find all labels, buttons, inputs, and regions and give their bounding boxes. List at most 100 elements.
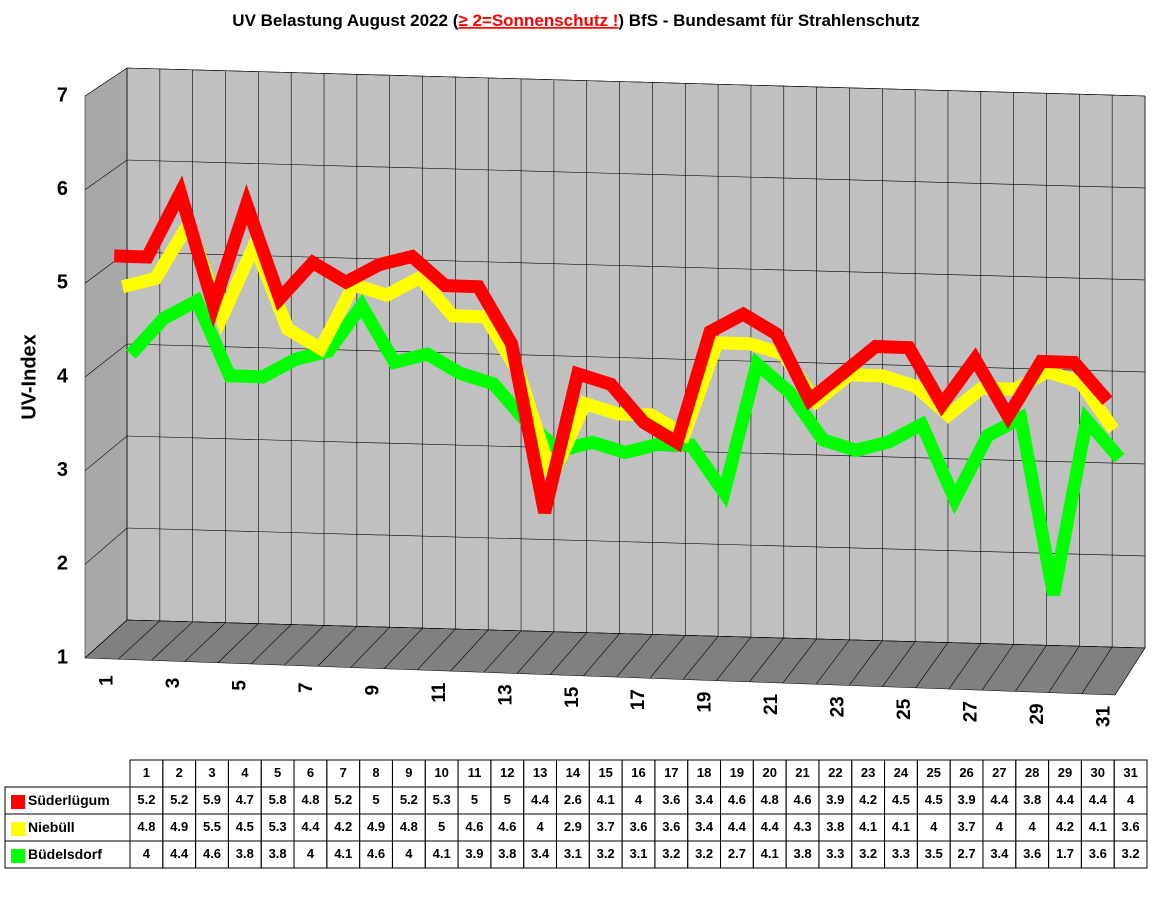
table-value: 3.6 — [1023, 846, 1041, 861]
table-header: 29 — [1058, 765, 1072, 780]
legend-label: Büdelsdorf — [28, 846, 102, 862]
table-value: 3.9 — [465, 846, 483, 861]
x-tick-label: 5 — [230, 680, 251, 691]
table-value: 4.1 — [761, 846, 779, 861]
x-tick-label: 29 — [1027, 703, 1048, 724]
table-value: 3.2 — [695, 846, 713, 861]
table-value: 4.4 — [301, 819, 320, 834]
table-value: 3.8 — [1023, 792, 1041, 807]
x-tick-label: 1 — [97, 675, 118, 686]
y-tick-label: 5 — [57, 272, 68, 294]
x-tick-label: 25 — [894, 698, 915, 720]
table-value: 3.5 — [925, 846, 943, 861]
table-value: 4 — [635, 792, 643, 807]
floor-grid-line — [450, 629, 489, 672]
table-header: 24 — [894, 765, 909, 780]
floor-grid-line — [981, 644, 1014, 691]
table-value: 4.4 — [170, 846, 189, 861]
table-value: 3.1 — [564, 846, 582, 861]
table-value: 3.6 — [1089, 846, 1107, 861]
table-header: 25 — [927, 765, 941, 780]
table-value: 3.1 — [629, 846, 647, 861]
x-tick-label: 3 — [163, 678, 184, 689]
table-value: 4.8 — [761, 792, 779, 807]
table-value: 4 — [143, 846, 151, 861]
table-value: 4.5 — [236, 819, 254, 834]
table-value: 3.7 — [958, 819, 976, 834]
table-value: 4.4 — [531, 792, 550, 807]
table-value: 5.3 — [433, 792, 451, 807]
x-tick-label: 23 — [828, 696, 849, 717]
grid-line — [84, 67, 1146, 97]
table-value: 4.6 — [465, 819, 483, 834]
series-line — [126, 291, 1125, 597]
table-value: 4.1 — [597, 792, 615, 807]
x-tick-label: 11 — [429, 682, 450, 703]
floor-grid-line — [118, 620, 161, 660]
table-value: 4.4 — [728, 819, 747, 834]
floor-grid-line — [1114, 647, 1146, 696]
y-tick-label: 1 — [57, 646, 68, 668]
table-header: 10 — [434, 765, 448, 780]
table-value: 3.3 — [826, 846, 844, 861]
y-tick-label: 2 — [57, 553, 68, 575]
floor-grid-line — [948, 643, 982, 690]
x-tick-label: 15 — [562, 686, 583, 708]
table-value: 4.1 — [334, 846, 352, 861]
side-wall — [84, 67, 128, 659]
table-value: 4.6 — [728, 792, 746, 807]
table-value: 4.2 — [334, 819, 352, 834]
floor-grid-line — [549, 632, 587, 675]
legend-swatch — [11, 849, 25, 863]
x-tick-label: 9 — [362, 685, 383, 696]
table-value: 5.5 — [203, 819, 221, 834]
x-tick-label: 19 — [695, 692, 716, 713]
floor-grid-line — [815, 639, 850, 685]
table-value: 4.1 — [859, 819, 877, 834]
table-header: 21 — [795, 765, 809, 780]
table-value: 3.8 — [269, 846, 287, 861]
table-header: 27 — [992, 765, 1006, 780]
floor-grid-line — [848, 640, 883, 686]
table-value: 3.2 — [662, 846, 680, 861]
table-value: 4 — [307, 846, 315, 861]
table-header: 22 — [828, 765, 842, 780]
table-header: 6 — [307, 765, 314, 780]
table-value: 1.7 — [1056, 846, 1074, 861]
chart-title: UV Belastung August 2022 (≥ 2=Sonnenschu… — [232, 11, 919, 30]
table-header: 28 — [1025, 765, 1039, 780]
table-value: 5.2 — [334, 792, 352, 807]
table-value: 2.9 — [564, 819, 582, 834]
table-value: 3.4 — [990, 846, 1009, 861]
table-header: 20 — [762, 765, 776, 780]
x-tick-label: 13 — [495, 684, 516, 705]
table-value: 4.3 — [793, 819, 811, 834]
table-value: 4.2 — [1056, 819, 1074, 834]
floor-grid-line — [184, 622, 226, 662]
floor-grid-line — [1048, 646, 1080, 693]
table-value: 3.6 — [662, 819, 680, 834]
table-header: 17 — [664, 765, 678, 780]
table-header: 13 — [533, 765, 547, 780]
y-tick-label: 3 — [57, 459, 68, 481]
table-value: 4 — [1127, 792, 1135, 807]
table-header: 3 — [208, 765, 215, 780]
table-header: 14 — [566, 765, 581, 780]
table-value: 3.6 — [662, 792, 680, 807]
floor-grid-line — [1015, 645, 1047, 692]
table-value: 2.7 — [728, 846, 746, 861]
title-part: ) BfS - Bundesamt für Strahlenschutz — [618, 11, 919, 30]
x-tick-label: 31 — [1093, 705, 1114, 727]
floor-grid-line — [1081, 646, 1113, 694]
table-header: 1 — [143, 765, 150, 780]
table-value: 2.6 — [564, 792, 582, 807]
y-tick-label: 6 — [57, 178, 68, 200]
table-cell — [1113, 840, 1148, 869]
series-line — [120, 208, 1119, 495]
table-value: 3.2 — [859, 846, 877, 861]
table-value: 4.6 — [203, 846, 221, 861]
table-value: 3.6 — [629, 819, 647, 834]
legend-label: Süderlügum — [28, 792, 110, 808]
table-value: 5 — [504, 792, 511, 807]
